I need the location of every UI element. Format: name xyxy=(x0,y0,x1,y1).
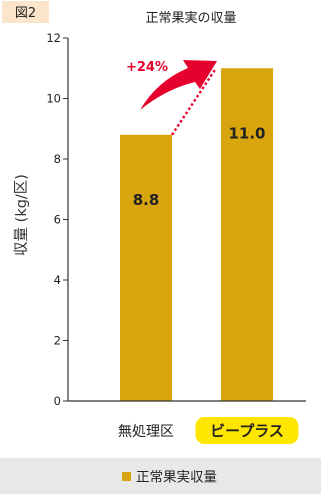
figure-label: 図2 xyxy=(2,1,49,23)
figure-label-background xyxy=(2,1,49,23)
chart-title: 正常果実の収量 xyxy=(145,10,236,26)
figure-label-text: 図2 xyxy=(15,6,36,21)
y-tick-label: 0 xyxy=(54,394,61,408)
legend-swatch xyxy=(122,472,131,481)
bar xyxy=(120,134,172,402)
legend: 正常果実収量 xyxy=(0,458,321,494)
y-tick-label: 6 xyxy=(54,213,61,227)
bar xyxy=(221,68,273,401)
dotted-connector-line xyxy=(170,67,218,136)
increase-percent-label: +24% xyxy=(126,60,168,75)
x-tick-label: ビープラス xyxy=(210,422,284,440)
legend-background xyxy=(0,458,321,494)
y-tick-label: 4 xyxy=(54,273,61,287)
increase-annotation: +24% xyxy=(126,60,218,136)
bar-value-label: 8.8 xyxy=(133,191,160,209)
y-tick-label: 10 xyxy=(46,92,61,106)
x-axis-labels: 無処理区 ビープラス xyxy=(118,417,299,444)
y-tick-label: 2 xyxy=(54,334,61,348)
curved-up-arrow-icon xyxy=(140,60,217,110)
bars: 8.8 11.0 xyxy=(120,68,273,402)
y-tick-label: 8 xyxy=(54,152,61,166)
y-axis-ticks: 0 2 4 6 8 10 12 xyxy=(46,31,68,408)
y-tick-label: 12 xyxy=(46,31,61,45)
legend-label: 正常果実収量 xyxy=(136,470,217,486)
category-highlight-pill xyxy=(195,417,299,444)
bar-value-label: 11.0 xyxy=(228,124,265,142)
x-tick-label: 無処理区 xyxy=(118,424,174,440)
y-axis-title: 収量 (kg/区) xyxy=(13,174,30,256)
